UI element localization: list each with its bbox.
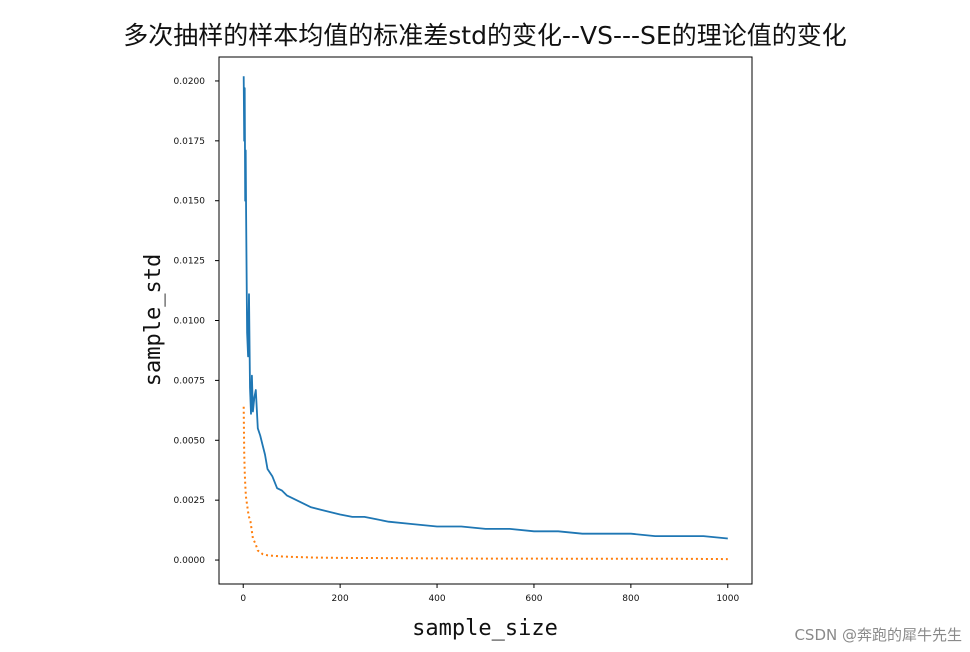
y-tick-label: 0.0000 [174,556,206,566]
series-line-1 [242,76,728,540]
x-tick-label: 400 [428,594,445,604]
x-tick-label: 200 [332,594,349,604]
y-tick-label: 0.0125 [174,257,206,267]
x-axis: 0 200 400 600 800 1000 [240,584,739,604]
y-tick-label: 0.0025 [174,496,206,506]
plot-frame [218,56,753,585]
x-tick-label: 600 [525,594,542,604]
y-tick-label: 0.0150 [174,197,206,207]
y-axis: 0.0000 0.0025 0.0050 0.0075 0.0100 0.0125 0.01… [174,77,219,566]
series-layer [242,76,728,561]
y-tick-label: 0.0175 [174,137,206,147]
chart-title: 多次抽样的样本均值的标准差std的变化--VS---SE的理论值的变化 [123,21,846,50]
watermark: CSDN @奔跑的犀牛先生 [794,626,962,644]
x-axis-label: sample_size [412,616,558,641]
y-tick-label: 0.0200 [174,77,206,87]
y-tick-label: 0.0100 [174,317,206,327]
plot-area: 0 200 400 600 800 1000 0.00000.00250.00500.00… [174,56,753,604]
x-tick-label: 800 [622,594,639,604]
x-tick-label: 1000 [716,594,739,604]
y-axis-label: sample_std [141,254,166,386]
x-tick-label: 0 [240,594,246,604]
y-tick-label: 0.0075 [174,376,206,386]
y-tick-label: 0.0050 [174,436,206,446]
